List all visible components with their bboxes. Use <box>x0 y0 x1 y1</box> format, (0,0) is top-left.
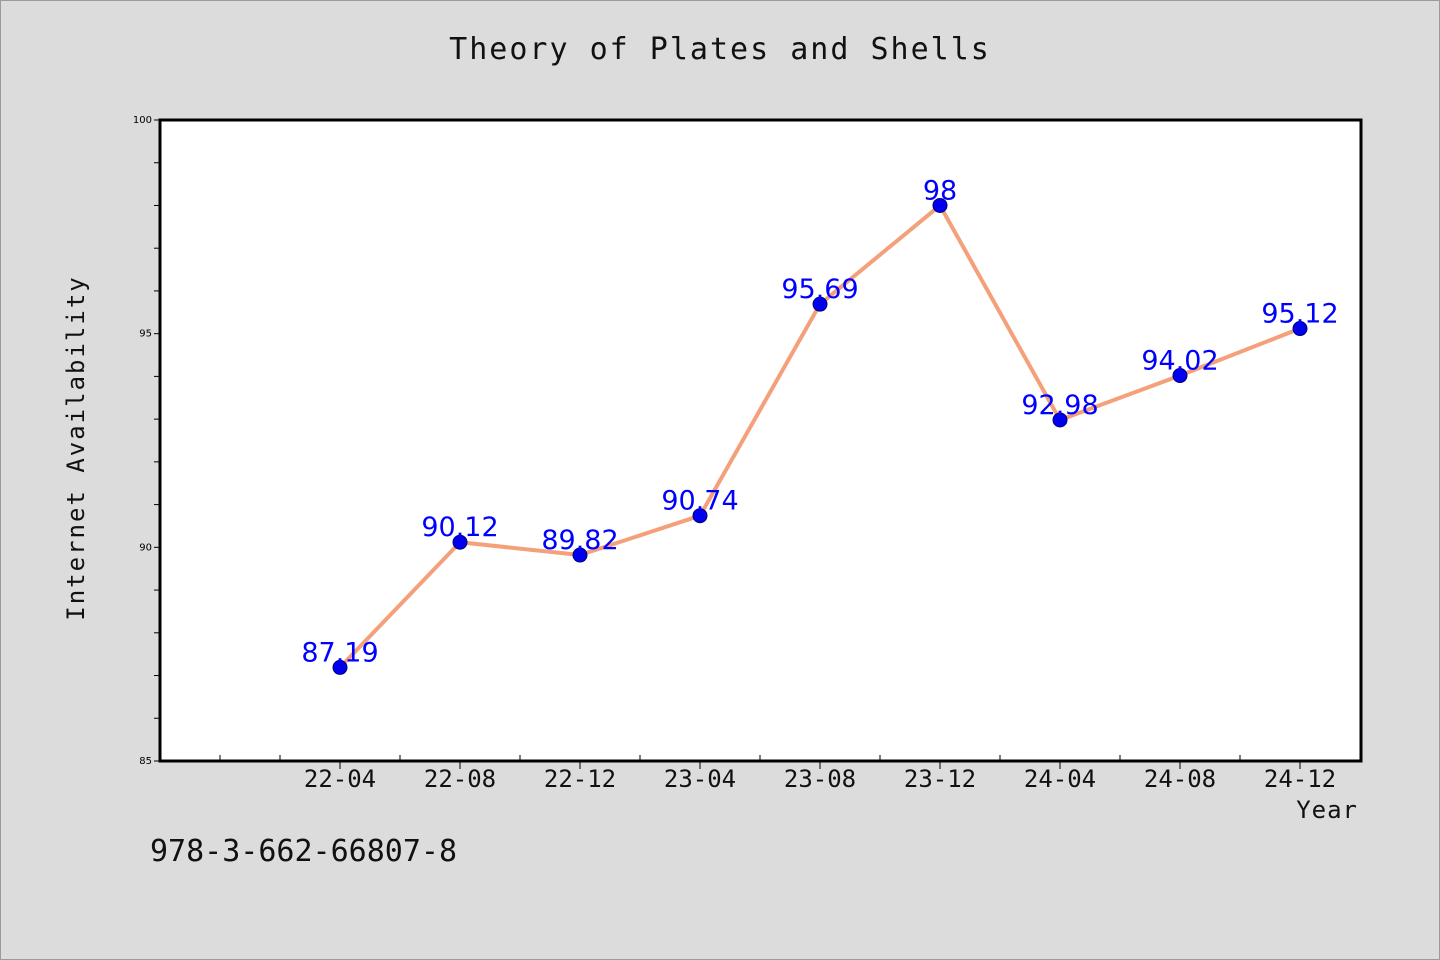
x-axis-label: Year <box>1296 796 1358 824</box>
x-tick-label: 23-04 <box>664 765 736 793</box>
x-tick-label: 23-12 <box>904 765 976 793</box>
data-label: 95.69 <box>781 274 858 305</box>
y-tick-label: 100 <box>133 115 152 126</box>
data-point <box>452 534 468 550</box>
plot-area <box>158 118 1363 763</box>
data-point <box>812 296 828 312</box>
data-point <box>1052 412 1068 428</box>
data-label: 87.19 <box>301 637 378 668</box>
x-tick-label: 22-04 <box>304 765 376 793</box>
data-label: 89.82 <box>541 525 618 556</box>
isbn-text: 978-3-662-66807-8 <box>150 834 458 869</box>
x-tick-label: 22-12 <box>544 765 616 793</box>
x-tick-label: 22-08 <box>424 765 496 793</box>
chart-title: Theory of Plates and Shells <box>449 32 991 67</box>
data-label: 90.12 <box>421 512 498 543</box>
y-tick-label: 95 <box>139 329 152 340</box>
x-tick-label: 24-08 <box>1144 765 1216 793</box>
data-label: 94.02 <box>1141 346 1218 377</box>
x-tick-label: 24-04 <box>1024 765 1096 793</box>
data-point <box>332 659 348 675</box>
data-point <box>572 547 588 563</box>
data-point <box>1292 321 1308 337</box>
data-label: 92.98 <box>1021 390 1098 421</box>
x-tick-label: 24-12 <box>1264 765 1336 793</box>
x-tick-label: 23-08 <box>784 765 856 793</box>
data-point <box>692 508 708 524</box>
data-point <box>1172 368 1188 384</box>
y-tick-label: 90 <box>139 542 152 553</box>
data-label: 90.74 <box>661 486 738 517</box>
data-point <box>932 197 948 213</box>
data-label: 95.12 <box>1261 299 1338 330</box>
y-tick-label: 85 <box>139 756 152 767</box>
data-label: 98 <box>923 175 957 206</box>
